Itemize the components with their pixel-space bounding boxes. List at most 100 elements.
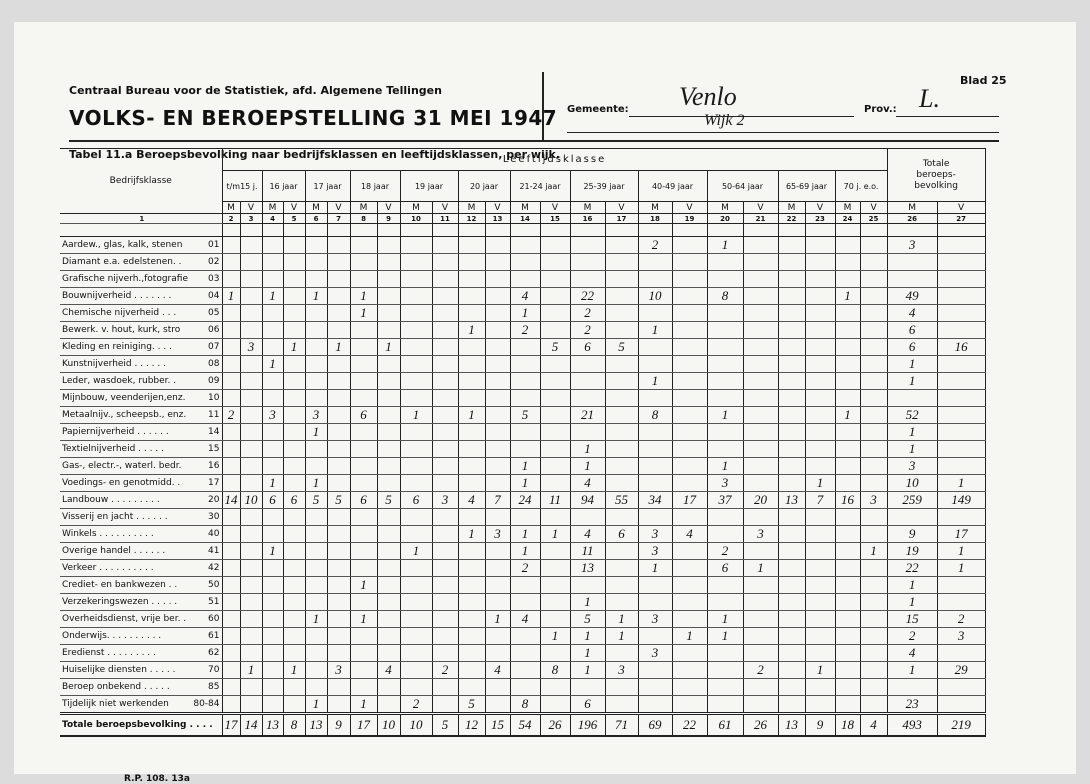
- industry-code: 42: [208, 563, 220, 573]
- count-cell: [261, 508, 284, 526]
- count-cell: [539, 389, 571, 407]
- total-cell: 9: [804, 712, 836, 737]
- count-cell: 1: [804, 474, 836, 492]
- count-cell: 1: [304, 423, 328, 441]
- count-cell: [569, 678, 606, 696]
- count-cell: [349, 593, 378, 611]
- count-cell: [509, 508, 541, 526]
- count-cell: [777, 406, 806, 424]
- count-cell: 1: [349, 610, 378, 628]
- count-cell: [859, 661, 888, 679]
- count-cell: [261, 627, 284, 645]
- province-label: Prov.:: [864, 104, 897, 115]
- row-label-cell: Visserij en jacht . . . . . . 30: [60, 508, 223, 526]
- count-cell: [376, 474, 401, 492]
- count-cell: [376, 372, 401, 390]
- count-cell: 1: [569, 644, 606, 662]
- count-cell: [326, 236, 351, 254]
- count-cell: [539, 508, 571, 526]
- count-cell: [804, 525, 836, 543]
- count-cell: [399, 423, 433, 441]
- count-cell: [282, 304, 306, 322]
- count-cell: [886, 678, 938, 696]
- count-cell: 1: [261, 287, 284, 305]
- count-cell: [484, 440, 511, 458]
- count-cell: 1: [886, 423, 938, 441]
- count-cell: [637, 508, 673, 526]
- count-cell: [484, 457, 511, 475]
- industry-code: 20: [208, 495, 220, 505]
- count-cell: 1: [509, 474, 541, 492]
- data-row: Crediet- en bankwezen . . 50 1 1: [60, 576, 986, 594]
- total-cell: 9: [326, 712, 351, 737]
- total-cell: 13: [777, 712, 806, 737]
- count-cell: [484, 423, 511, 441]
- spacer-cell: [604, 223, 639, 237]
- row-label-cell: Verzekeringswezen . . . . . 51: [60, 593, 223, 611]
- column-number: 14: [509, 213, 541, 224]
- count-cell: [221, 355, 241, 373]
- count-cell: 13: [777, 491, 806, 509]
- count-cell: [304, 559, 328, 577]
- total-cell: 5: [431, 712, 459, 737]
- total-cell: 493: [886, 712, 938, 737]
- row-label: Bouwnijverheid . . . . . . . 04: [62, 291, 221, 301]
- count-cell: [261, 559, 284, 577]
- count-cell: [804, 287, 836, 305]
- count-cell: 11: [539, 491, 571, 509]
- count-cell: [399, 355, 433, 373]
- count-cell: [936, 508, 986, 526]
- count-cell: [706, 423, 744, 441]
- count-cell: [484, 270, 511, 288]
- industry-code: 01: [208, 240, 220, 250]
- count-cell: [261, 236, 284, 254]
- sex-header: M: [221, 201, 241, 214]
- count-cell: [777, 627, 806, 645]
- industry-name: Verzekeringswezen . . . . .: [62, 597, 178, 607]
- data-row: Metaalnijv., scheepsb., enz. 11 2 3 3 6 1 1 5 21 8…: [60, 406, 986, 424]
- count-cell: 22: [886, 559, 938, 577]
- count-cell: [376, 457, 401, 475]
- count-cell: [637, 440, 673, 458]
- industry-name: Bouwnijverheid . . . . . . .: [62, 291, 172, 301]
- count-cell: 3: [484, 525, 511, 543]
- count-cell: [604, 253, 639, 271]
- count-cell: 1: [804, 661, 836, 679]
- count-cell: [431, 321, 459, 339]
- total-cell: 12: [457, 712, 486, 737]
- count-cell: [376, 627, 401, 645]
- count-cell: [804, 678, 836, 696]
- row-label-cell: Diamant e.a. edelstenen. . 02: [60, 253, 223, 271]
- count-cell: [539, 457, 571, 475]
- sex-header: M: [349, 201, 378, 214]
- count-cell: [431, 627, 459, 645]
- count-cell: [431, 576, 459, 594]
- count-cell: 4: [569, 474, 606, 492]
- total-cell: 13: [261, 712, 284, 737]
- data-row: Onderwijs. . . . . . . . . . 61 1 1 1 1 1 2 3: [60, 627, 986, 645]
- count-cell: 22: [569, 287, 606, 305]
- count-cell: [742, 542, 779, 560]
- count-cell: 19: [886, 542, 938, 560]
- count-cell: [484, 576, 511, 594]
- count-cell: [261, 423, 284, 441]
- sex-header: M: [569, 201, 606, 214]
- count-cell: [282, 593, 306, 611]
- age-group: 25-39 jaar: [569, 170, 639, 202]
- industry-code: 70: [208, 665, 220, 675]
- count-cell: [221, 678, 241, 696]
- count-cell: [376, 440, 401, 458]
- count-cell: 1: [886, 593, 938, 611]
- count-cell: [671, 610, 708, 628]
- count-cell: [569, 372, 606, 390]
- data-row: Leder, wasdoek, rubber. . 09 1 1: [60, 372, 986, 390]
- age-group: 70 j. e.o.: [834, 170, 888, 202]
- count-cell: [936, 576, 986, 594]
- count-cell: [349, 338, 378, 356]
- count-cell: 149: [936, 491, 986, 509]
- sex-header: V: [604, 201, 639, 214]
- total-cell: 219: [936, 712, 986, 737]
- count-cell: [742, 304, 779, 322]
- count-cell: [859, 406, 888, 424]
